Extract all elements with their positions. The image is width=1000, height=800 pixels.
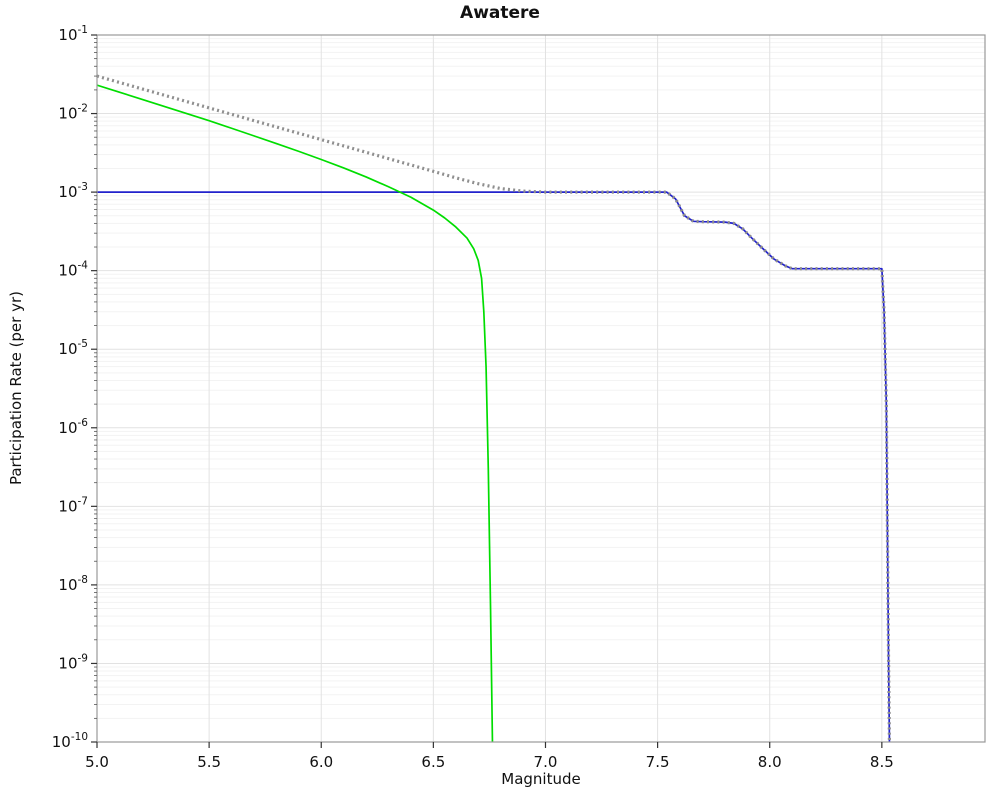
x-tick-label: 5.0 [85, 753, 109, 771]
y-tick-label: 10-2 [58, 103, 88, 123]
y-tick-label: 10-5 [58, 338, 88, 358]
y-tick-label: 10-4 [58, 260, 88, 280]
y-tick-label: 10-1 [58, 24, 88, 44]
y-tick-label: 10-6 [58, 417, 88, 437]
y-tick-label: 10-10 [52, 731, 88, 751]
x-tick-label: 7.5 [646, 753, 670, 771]
x-tick-label: 8.5 [870, 753, 894, 771]
chart-title: Awatere [460, 3, 540, 23]
gridlines [96, 34, 985, 743]
y-tick-label: 10-3 [58, 181, 88, 201]
y-tick-label: 10-7 [58, 495, 88, 515]
x-tick-label: 7.0 [534, 753, 558, 771]
plot-frame [96, 34, 986, 743]
x-tick-label: 6.0 [309, 753, 333, 771]
series-group [97, 74, 892, 742]
series-tapered-gr-green [97, 84, 494, 742]
x-tick-label: 5.5 [197, 753, 221, 771]
x-tick-label: 6.5 [421, 753, 445, 771]
x-tick-label: 8.0 [758, 753, 782, 771]
y-tick-label: 10-9 [58, 652, 88, 672]
series-combined-gray-dotted [97, 74, 892, 742]
y-axis-label: Participation Rate (per yr) [7, 290, 25, 486]
y-tick-label: 10-8 [58, 574, 88, 594]
x-axis-label: Magnitude [501, 770, 581, 788]
axes-ticks: 5.0 5.5 6.0 6.5 7.0 7.5 8.0 8.5 10-1 10-2 10-3 10-4… [52, 24, 894, 771]
